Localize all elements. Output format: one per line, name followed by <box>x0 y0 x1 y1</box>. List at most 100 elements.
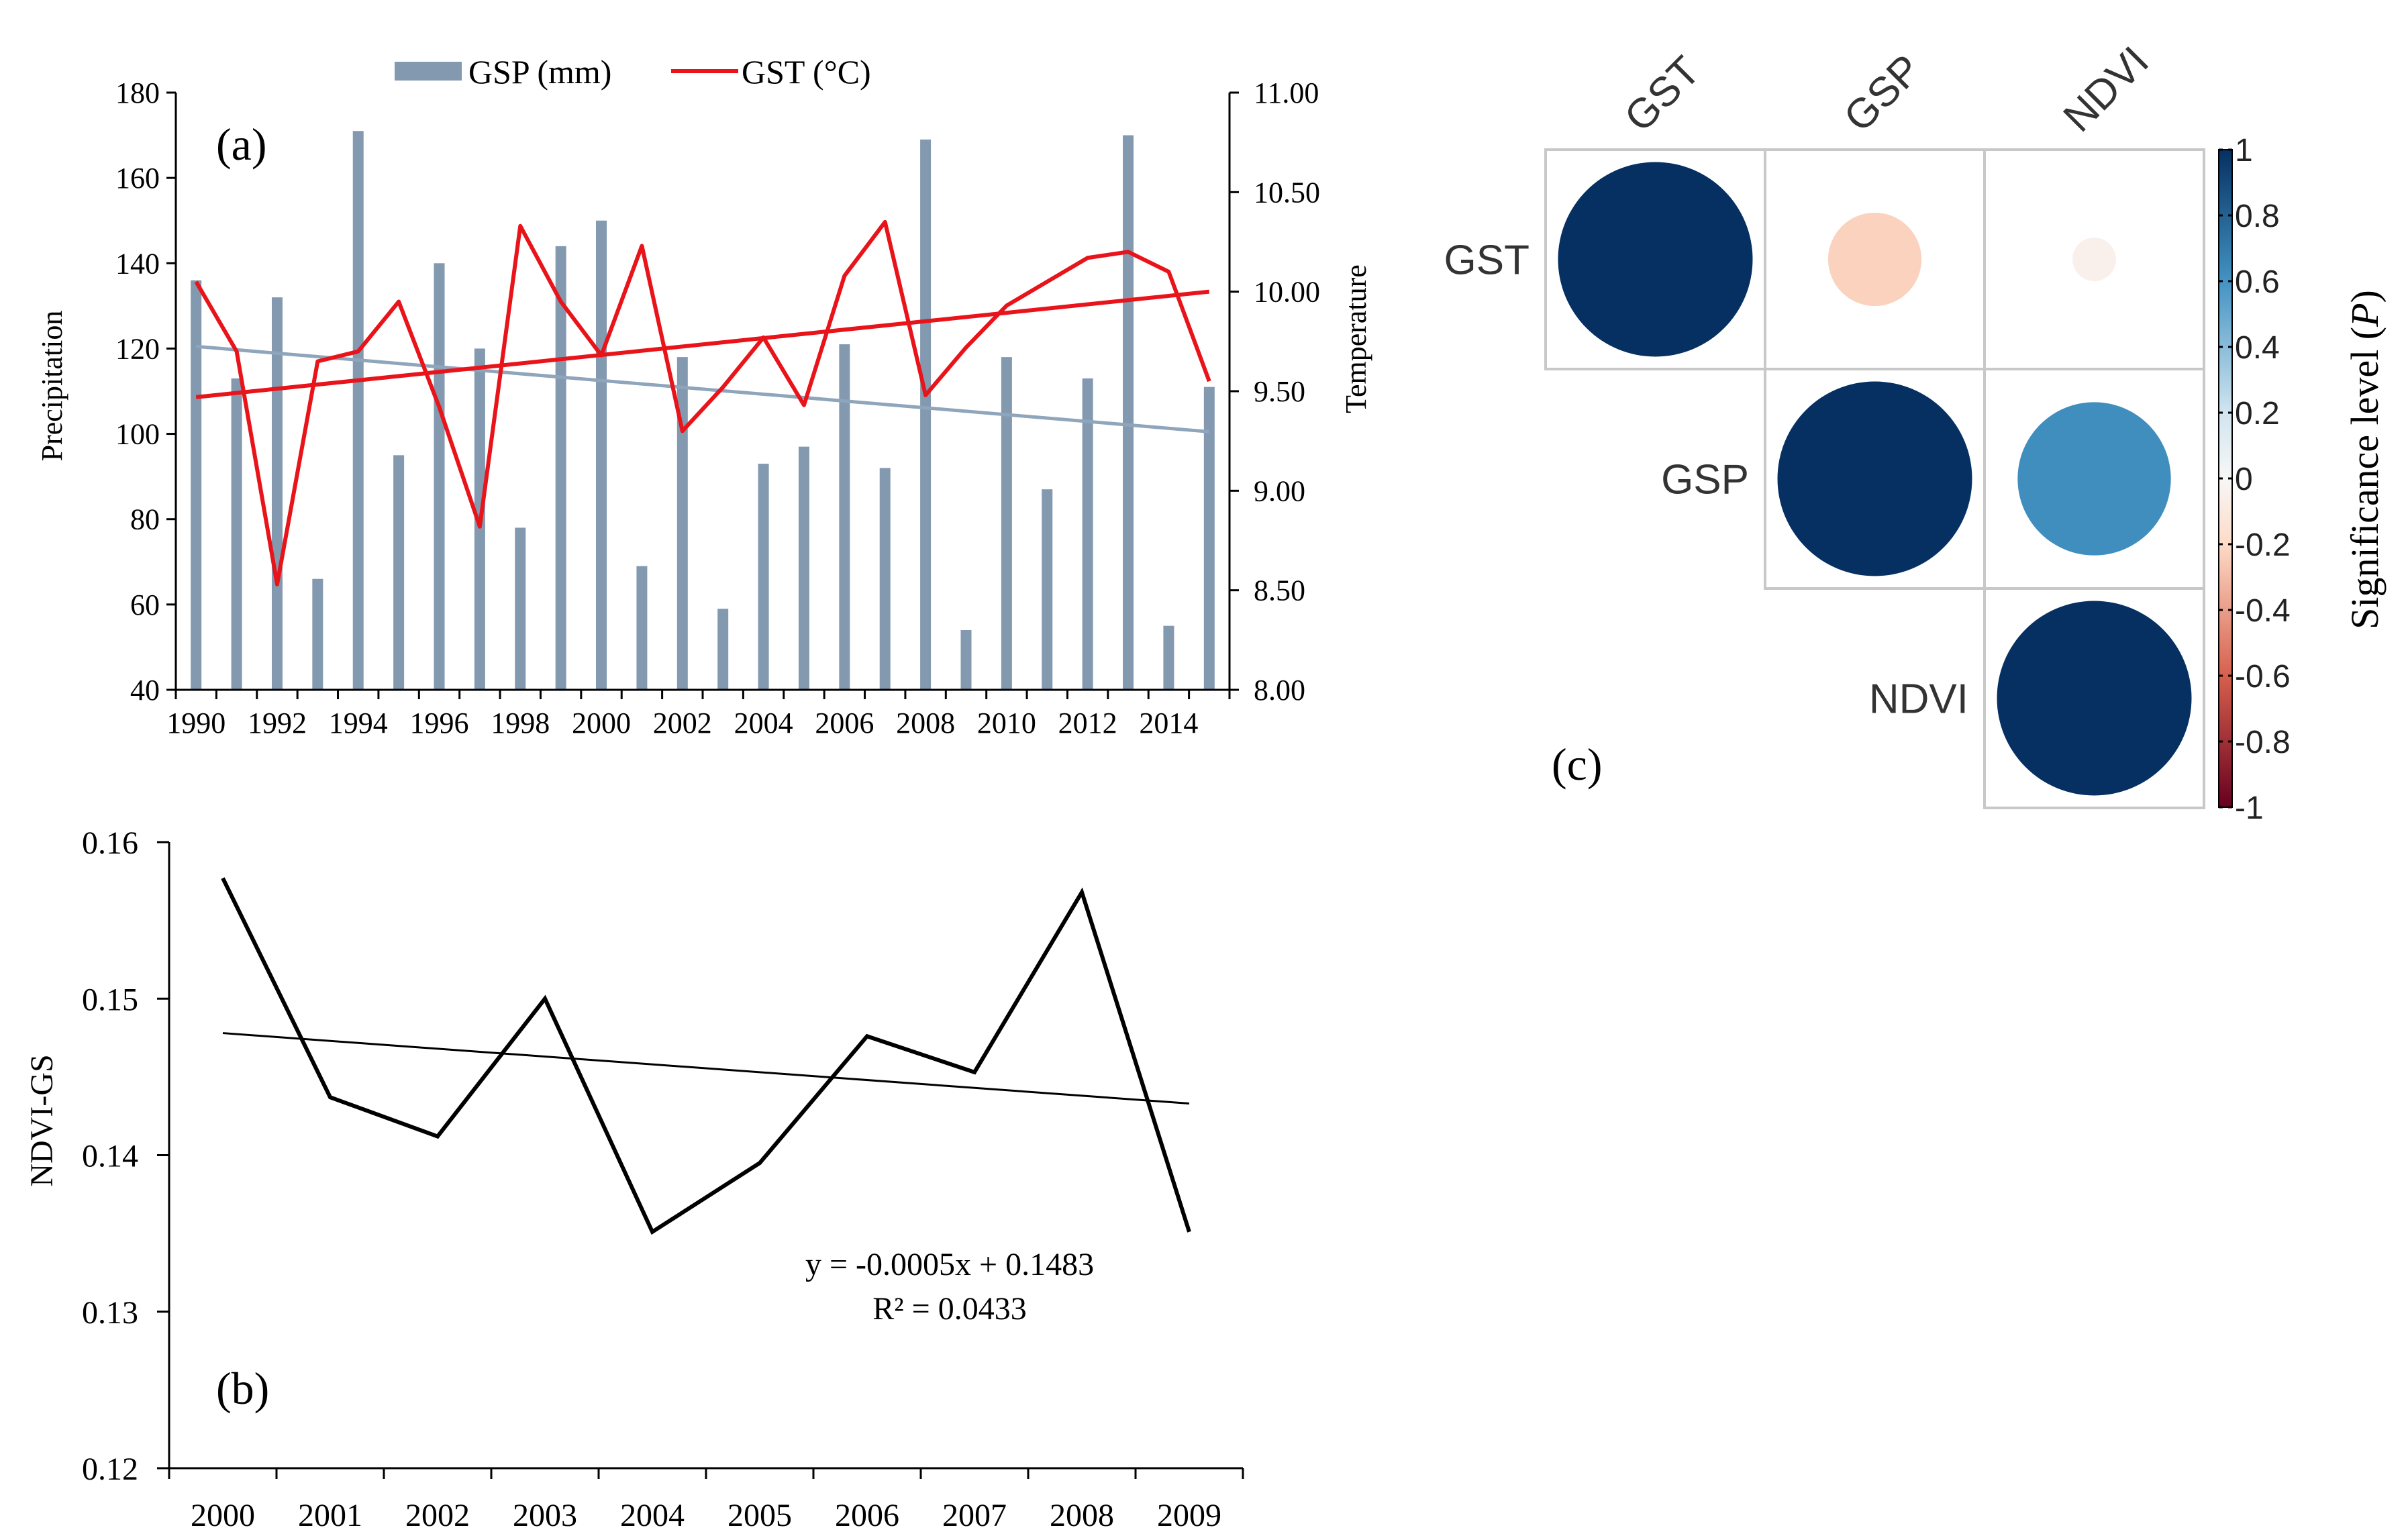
b-axes <box>157 841 1244 1479</box>
a-gsp-bar-1994 <box>352 131 364 690</box>
a-right-tick-label: 9.50 <box>1254 375 1305 408</box>
a-x-tick-label: 1994 <box>329 707 388 739</box>
c-grid <box>1544 148 2205 809</box>
a-right-tick-label: 8.50 <box>1254 574 1305 607</box>
a-gsp-bar-2008 <box>920 139 932 690</box>
c-column-labels: GST GSP NDVI <box>1616 38 2158 141</box>
b-x-tick-labels: 2000 2001 2002 2003 2004 2005 2006 2007 2008 2009 <box>191 1498 1221 1533</box>
a-right-tick-label: 8.00 <box>1254 674 1305 707</box>
c-circle-gst-gsp <box>1827 212 1922 307</box>
b-x-tick-label: 2006 <box>835 1498 899 1533</box>
a-left-tick-labels: 40 60 80 100 120 140 160 180 <box>115 76 160 707</box>
c-colorbar-tick-label: -0.8 <box>2235 725 2291 760</box>
a-gst-trendline <box>195 289 1210 399</box>
a-ylabel-right: Temperature <box>1340 264 1372 413</box>
a-left-tick-label: 140 <box>115 247 160 280</box>
a-gsp-bar-1990 <box>191 280 202 690</box>
b-equation-annotation: y = -0.0005x + 0.1483 <box>805 1247 1094 1282</box>
a-gsp-bar-1999 <box>555 246 566 690</box>
a-legend-gsp-swatch <box>395 62 462 81</box>
a-gsp-bar-2015 <box>1203 387 1215 690</box>
a-x-tick-label: 1992 <box>248 707 307 739</box>
b-y-tick-label: 0.14 <box>82 1139 138 1174</box>
a-x-tick-label: 1998 <box>491 707 550 739</box>
a-gsp-bar-2000 <box>596 220 607 690</box>
b-x-tick-label: 2000 <box>191 1498 255 1533</box>
a-gsp-bar-2011 <box>1042 489 1053 690</box>
b-x-tick-label: 2009 <box>1157 1498 1221 1533</box>
b-ylabel: NDVI-GS <box>24 1054 60 1186</box>
a-x-tick-label: 2000 <box>572 707 631 739</box>
b-r2-annotation: R² = 0.0433 <box>872 1291 1026 1327</box>
a-gsp-bar-1992 <box>271 297 283 690</box>
c-colorbar-tick-label: 0.6 <box>2235 264 2280 300</box>
a-x-tick-label: 1996 <box>410 707 469 739</box>
c-circle-gsp-gsp <box>1777 381 1972 576</box>
b-panel-label: (b) <box>216 1363 269 1414</box>
c-colorbar-tick-label: 0 <box>2235 462 2253 497</box>
c-colorbar-tick-label: -0.4 <box>2235 593 2291 629</box>
a-gst-series-line <box>194 219 1211 586</box>
a-left-tick-label: 60 <box>130 588 160 621</box>
c-col-label-gsp: GSP <box>1836 46 1930 141</box>
c-circle-gst-ndvi <box>2072 238 2116 281</box>
a-left-tick-label: 80 <box>130 503 160 536</box>
b-x-tick-label: 2007 <box>942 1498 1007 1533</box>
c-colorbar-tick-label: 1 <box>2235 133 2253 168</box>
a-x-tick-label: 1990 <box>166 707 225 739</box>
c-colorbar-tick-label: 0.2 <box>2235 396 2280 431</box>
c-colorbar-label: Significance level (P) <box>2343 290 2387 629</box>
b-x-tick-label: 2002 <box>405 1498 470 1533</box>
a-gsp-bar-2004 <box>758 464 769 690</box>
b-y-tick-label: 0.12 <box>82 1451 138 1487</box>
b-y-tick-labels: 0.12 0.13 0.14 0.15 0.16 <box>82 825 138 1487</box>
b-x-tick-label: 2003 <box>513 1498 577 1533</box>
a-gsp-bar-2010 <box>1001 357 1012 690</box>
a-right-tick-label: 10.50 <box>1254 176 1320 209</box>
a-right-tick-labels: 8.00 8.50 9.00 9.50 10.00 10.50 11.00 <box>1254 76 1320 707</box>
b-x-tick-label: 2001 <box>298 1498 362 1533</box>
c-colorbar-label-p: P <box>2343 303 2387 327</box>
a-gsp-bar-2013 <box>1123 135 1134 690</box>
a-ylabel-left: Precipitation <box>36 311 68 462</box>
b-trendline <box>222 1032 1190 1105</box>
panel-c-chart: GST GSP NDVI GST GSP NDVI 1 0.8 0.6 0.4 0.2 0 -0.2… <box>1444 38 2387 826</box>
b-series-line <box>221 877 1191 1235</box>
a-left-tick-label: 40 <box>130 674 160 707</box>
c-circles <box>1558 162 2192 796</box>
a-left-tick-label: 160 <box>115 162 160 195</box>
c-grid-cell <box>1983 587 2205 809</box>
a-gsp-bar-2001 <box>636 566 648 690</box>
a-gsp-bar-2007 <box>879 468 891 690</box>
a-x-tick-label: 2002 <box>653 707 712 739</box>
c-row-label-ndvi: NDVI <box>1869 676 1968 723</box>
b-x-tick-label: 2008 <box>1050 1498 1114 1533</box>
panel-b-chart: 0.120.130.140.150.16 2000 2001 2002 2003 200… <box>24 825 1244 1533</box>
c-row-label-gsp: GSP <box>1661 457 1749 503</box>
c-col-label-gst: GST <box>1616 48 1709 141</box>
a-bars <box>191 131 1215 690</box>
c-row-labels: GST GSP NDVI <box>1444 238 1968 723</box>
b-y-tick-label: 0.13 <box>82 1295 138 1331</box>
a-x-tick-labels: 1990 1992 1994 1996 1998 2000 2002 2004 2006 2008… <box>166 707 1198 739</box>
a-left-tick-label: 180 <box>115 76 160 109</box>
a-legend-gst-label: GST (°C) <box>742 53 871 91</box>
c-colorbar <box>2219 150 2232 807</box>
c-colorbar-tick-label: -1 <box>2235 790 2264 826</box>
a-left-tick-label: 120 <box>115 332 160 365</box>
c-colorbar-tick-label: 0.8 <box>2235 199 2280 234</box>
a-right-tick-label: 9.00 <box>1254 474 1305 507</box>
c-colorbar-tick-label: -0.6 <box>2235 659 2291 695</box>
c-col-label-ndvi: NDVI <box>2055 38 2158 141</box>
c-colorbar-label-text: Significance level ( <box>2343 327 2387 629</box>
a-gsp-bar-1991 <box>231 378 242 690</box>
a-right-tick-label: 11.00 <box>1254 76 1319 109</box>
a-gsp-bar-2003 <box>717 609 729 690</box>
a-gsp-bar-2005 <box>798 446 809 690</box>
c-circle-gsp-ndvi <box>2017 402 2171 556</box>
panel-a-chart: 40 60 80 100 120 140 160 180 8.00 8.50 9.00 9.50 10… <box>36 53 1372 739</box>
a-gsp-bar-2014 <box>1163 625 1174 690</box>
a-right-tick-label: 10.00 <box>1254 276 1320 309</box>
b-y-tick-label: 0.15 <box>82 982 138 1017</box>
